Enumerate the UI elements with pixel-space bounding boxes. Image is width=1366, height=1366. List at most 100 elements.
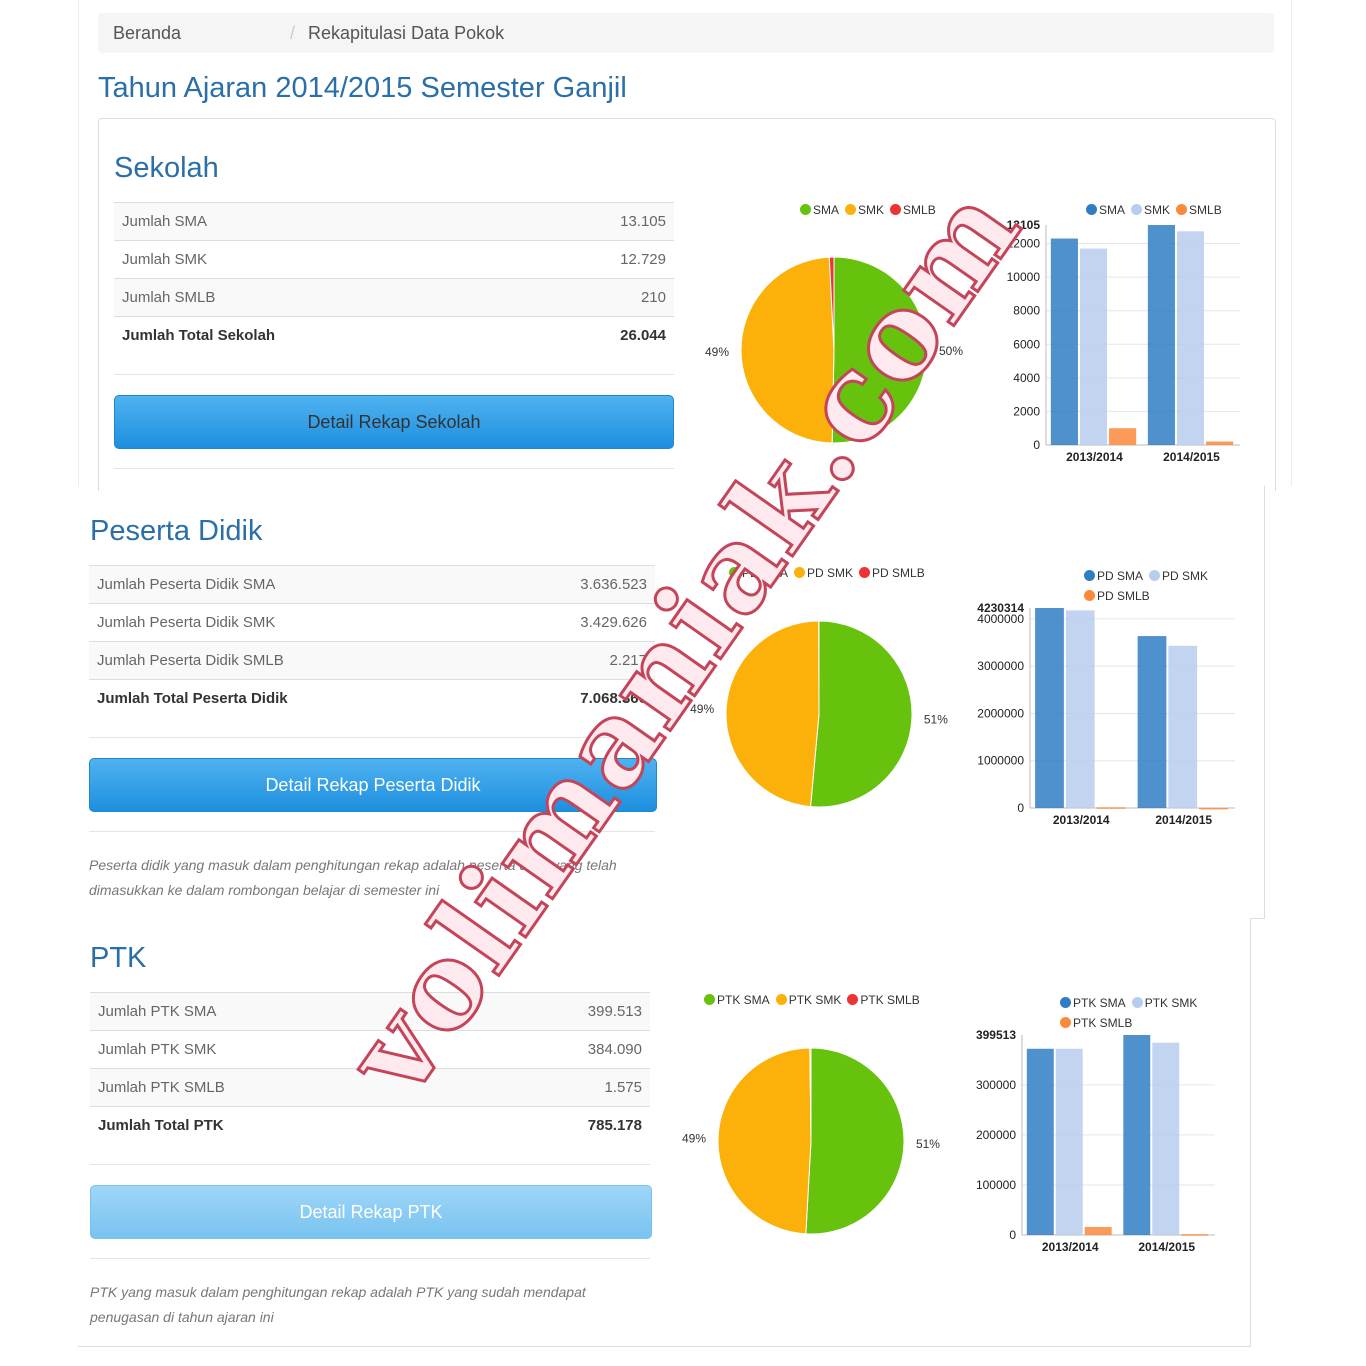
row-label: Jumlah SMLB <box>114 278 524 317</box>
y-tick-label: 12000 <box>1007 237 1041 251</box>
legend-item[interactable]: PD SMLB <box>1084 586 1150 606</box>
bar-ptk-smlb[interactable] <box>1084 1226 1112 1235</box>
legend-label: SMLB <box>1189 203 1222 217</box>
legend-dot-icon <box>1176 204 1188 215</box>
legend-item[interactable]: PTK SMA <box>1060 993 1126 1013</box>
y-tick-label: 4000 <box>1013 371 1040 385</box>
pie-chart-ptk: 51% 49% <box>682 1047 940 1235</box>
y-tick-label: 399513 <box>976 1028 1016 1042</box>
detail-rekap-ptk-button[interactable]: Detail Rekap PTK <box>90 1185 652 1239</box>
y-tick-label: 8000 <box>1013 304 1040 318</box>
bar-pd-smlb[interactable] <box>1199 807 1228 810</box>
table-total-row: Jumlah Total Peserta Didik 7.068.366 <box>89 679 655 717</box>
x-tick-label: 2013/2014 <box>1042 1240 1099 1254</box>
legend-label: PD SMA <box>1097 569 1144 583</box>
row-value: 399.513 <box>465 992 650 1031</box>
legend-item[interactable]: PTK SMA <box>704 993 770 1007</box>
y-tick-label: 10000 <box>1007 270 1041 284</box>
total-label: Jumlah Total Peserta Didik <box>89 679 494 717</box>
divider <box>114 468 674 469</box>
bar-pd-smlb[interactable] <box>1096 807 1126 809</box>
row-label: Jumlah PTK SMLB <box>90 1068 466 1107</box>
x-tick-label: 2013/2014 <box>1066 450 1123 464</box>
bar-pd-smk[interactable] <box>1168 645 1198 808</box>
row-label: Jumlah Peserta Didik SMA <box>89 565 494 604</box>
bar-ptk-smk[interactable] <box>1152 1042 1180 1235</box>
legend-dot-icon <box>847 994 859 1005</box>
divider <box>114 374 674 375</box>
row-value: 12.729 <box>523 240 674 279</box>
table-row: Jumlah PTK SMA 399.513 <box>90 992 650 1031</box>
divider <box>89 737 655 738</box>
legend-item[interactable]: PTK SMLB <box>1060 1013 1132 1033</box>
legend-dot-icon <box>1060 1017 1071 1028</box>
legend-item[interactable]: PD SMA <box>729 566 788 580</box>
pie-slice-ptk-smk[interactable] <box>717 1047 812 1235</box>
y-tick-label: 4230314 <box>977 601 1024 615</box>
table-row: Jumlah SMLB 210 <box>114 278 674 317</box>
total-label: Jumlah Total Sekolah <box>114 316 524 354</box>
legend-item[interactable]: PTK SMK <box>1131 993 1197 1013</box>
pie-data-label: 51% <box>924 712 948 726</box>
bar-smk[interactable] <box>1079 248 1108 445</box>
row-label: Jumlah SMA <box>114 202 524 241</box>
legend-item[interactable]: PD SMK <box>1149 566 1208 586</box>
bar-ptk-smk[interactable] <box>1055 1048 1083 1235</box>
legend-item[interactable]: PD SMA <box>1084 566 1143 586</box>
bar-pd-sma[interactable] <box>1137 636 1167 808</box>
pie-slice-ptk-smlb[interactable] <box>809 1047 812 1142</box>
pie-slice-pd-sma[interactable] <box>810 620 913 808</box>
bar-ptk-sma[interactable] <box>1026 1048 1054 1235</box>
bar-ptk-smlb[interactable] <box>1181 1234 1209 1236</box>
legend-dot-icon <box>1131 204 1143 215</box>
section-title-peserta-didik: Peserta Didik <box>90 515 263 547</box>
pie-data-label: 51% <box>916 1137 940 1151</box>
bar-legend-ptk: PTK SMA PTK SMK PTK SMLB <box>1060 993 1230 1033</box>
legend-item[interactable]: PD SMLB <box>859 566 925 580</box>
pie-slice-sma[interactable] <box>831 256 928 444</box>
bar-ptk-sma[interactable] <box>1123 1035 1151 1235</box>
legend-item[interactable]: SMLB <box>1176 203 1222 217</box>
legend-dot-icon <box>1084 570 1095 581</box>
pie-slice-smlb[interactable] <box>828 256 835 351</box>
legend-item[interactable]: SMLB <box>890 203 936 217</box>
pie-slice-ptk-sma[interactable] <box>805 1047 905 1235</box>
row-value: 210 <box>523 278 674 317</box>
y-tick-label: 200000 <box>976 1128 1016 1142</box>
pie-chart-peserta-didik: 51% 49% <box>690 620 948 808</box>
bar-smlb[interactable] <box>1206 441 1234 445</box>
bar-smk[interactable] <box>1176 231 1205 445</box>
table-row: Jumlah Peserta Didik SMK 3.429.626 <box>89 603 655 642</box>
bar-pd-smk[interactable] <box>1065 610 1095 808</box>
legend-item[interactable]: SMK <box>1131 203 1170 217</box>
bar-smlb[interactable] <box>1109 428 1137 445</box>
legend-label: PD SMLB <box>1097 589 1150 603</box>
breadcrumb: Beranda / Rekapitulasi Data Pokok <box>98 13 1274 53</box>
bar-chart-ptk: 0 100000 200000 300000 399513 2013/2014 2014/2… <box>976 1028 1215 1254</box>
pie-data-label: 49% <box>690 702 714 716</box>
total-value: 26.044 <box>523 316 674 354</box>
bar-legend-peserta-didik: PD SMA PD SMK PD SMLB <box>1084 566 1234 606</box>
ptk-note: PTK yang masuk dalam penghitungan rekap … <box>90 1284 586 1325</box>
legend-label: PTK SMA <box>717 993 770 1007</box>
legend-dot-icon <box>704 994 715 1005</box>
detail-rekap-sekolah-button[interactable]: Detail Rekap Sekolah <box>114 395 674 449</box>
legend-item[interactable]: PTK SMK <box>775 993 841 1007</box>
legend-item[interactable]: SMA <box>1086 203 1125 217</box>
row-value: 13.105 <box>523 202 674 241</box>
legend-item[interactable]: SMA <box>800 203 839 217</box>
pie-slice-smk[interactable] <box>740 256 835 444</box>
bar-sma[interactable] <box>1050 238 1078 445</box>
legend-dot-icon <box>800 204 811 215</box>
bar-pd-sma[interactable] <box>1035 608 1064 808</box>
legend-item[interactable]: PTK SMLB <box>847 993 920 1007</box>
legend-item[interactable]: SMK <box>845 203 884 217</box>
breadcrumb-home-link[interactable]: Beranda <box>113 23 182 43</box>
legend-dot-icon <box>775 994 787 1005</box>
detail-rekap-peserta-didik-button[interactable]: Detail Rekap Peserta Didik <box>89 758 657 812</box>
table-row: Jumlah Peserta Didik SMA 3.636.523 <box>89 565 655 604</box>
pie-slice-pd-smk[interactable] <box>725 620 820 808</box>
legend-label: PD SMA <box>742 566 789 580</box>
legend-item[interactable]: PD SMK <box>794 566 853 580</box>
bar-sma[interactable] <box>1147 225 1175 445</box>
